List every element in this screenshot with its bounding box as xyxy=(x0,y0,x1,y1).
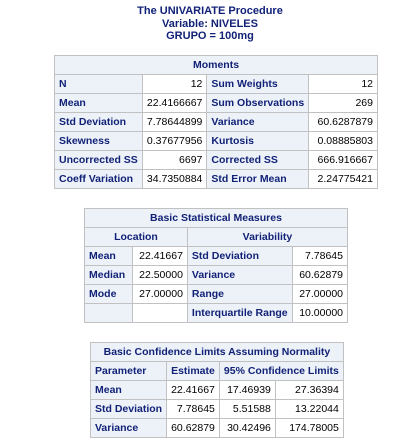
row-value: 10.00000 xyxy=(291,303,349,323)
row-label: Kurtosis xyxy=(206,131,310,151)
table-row: Mean 22.41667 Std Deviation 7.78645 xyxy=(84,246,349,266)
row-label: Uncorrected SS xyxy=(54,150,143,170)
confidence-limits-table: Basic Confidence Limits Assuming Normali… xyxy=(89,342,344,438)
estimate-header: Estimate xyxy=(166,361,220,381)
row-value: 27.00000 xyxy=(291,284,349,304)
row-label: Sum Weights xyxy=(206,74,310,94)
table-row: Skewness 0.37677956 Kurtosis 0.08885803 xyxy=(54,131,378,151)
table-row: Mean 22.4166667 Sum Observations 269 xyxy=(54,93,378,113)
row-label: Skewness xyxy=(54,131,143,151)
row-label-empty xyxy=(84,303,133,323)
table-row: Coeff Variation 34.7350884 Std Error Mea… xyxy=(54,169,378,189)
upper-limit-value: 13.22044 xyxy=(274,399,344,419)
row-value: 27.00000 xyxy=(131,284,188,304)
row-label: Coeff Variation xyxy=(54,169,143,189)
row-label: Mean xyxy=(54,93,143,113)
table-row: Mean 22.41667 17.46939 27.36394 xyxy=(89,380,344,400)
row-value: 6697 xyxy=(141,150,208,170)
table-row: Uncorrected SS 6697 Corrected SS 666.916… xyxy=(54,150,378,170)
table-row: Std Deviation 7.78644899 Variance 60.628… xyxy=(54,112,378,132)
row-value: 12 xyxy=(308,74,378,94)
table-row: N 12 Sum Weights 12 xyxy=(54,74,378,94)
row-label: Variance xyxy=(206,112,310,132)
variable-title: Variable: NIVELES xyxy=(162,17,258,30)
row-label: Std Error Mean xyxy=(206,169,310,189)
row-label: Median xyxy=(84,265,133,285)
lower-limit-value: 5.51588 xyxy=(218,399,276,419)
row-label: Mean xyxy=(84,246,133,266)
row-value: 0.08885803 xyxy=(308,131,378,151)
lower-limit-value: 30.42496 xyxy=(218,418,276,438)
row-value: 7.78644899 xyxy=(141,112,208,132)
row-label: Std Deviation xyxy=(54,112,143,132)
row-label: Interquartile Range xyxy=(186,303,293,323)
lower-limit-value: 17.46939 xyxy=(218,380,276,400)
row-value-empty xyxy=(131,303,188,323)
row-value: 12 xyxy=(141,74,208,94)
row-label: N xyxy=(54,74,143,94)
table-row: Variance 60.62879 30.42496 174.78005 xyxy=(89,418,344,438)
row-label: Sum Observations xyxy=(206,93,310,113)
row-label: Mode xyxy=(84,284,133,304)
row-value: 0.37677956 xyxy=(141,131,208,151)
row-label: Range xyxy=(186,284,293,304)
row-label: Std Deviation xyxy=(186,246,293,266)
table-row: Interquartile Range 10.00000 xyxy=(84,303,349,323)
basic-measures-table: Basic Statistical Measures Location Vari… xyxy=(84,208,349,323)
row-value: 34.7350884 xyxy=(141,169,208,189)
row-value: 269 xyxy=(308,93,378,113)
variability-header: Variability xyxy=(186,227,349,247)
estimate-value: 60.62879 xyxy=(166,418,220,438)
row-label: Mean xyxy=(89,380,168,400)
row-value: 666.916667 xyxy=(308,150,378,170)
row-label: Std Deviation xyxy=(89,399,168,419)
row-value: 60.6287879 xyxy=(308,112,378,132)
upper-limit-value: 27.36394 xyxy=(274,380,344,400)
basic-measures-caption: Basic Statistical Measures xyxy=(84,208,348,228)
group-title: GRUPO = 100mg xyxy=(166,30,254,42)
parameter-header: Parameter xyxy=(89,361,168,381)
confidence-limits-header: 95% Confidence Limits xyxy=(218,361,344,381)
row-value: 22.4166667 xyxy=(141,93,208,113)
row-value: 2.24775421 xyxy=(308,169,378,189)
table-row: Std Deviation 7.78645 5.51588 13.22044 xyxy=(89,399,344,419)
table-row: Mode 27.00000 Range 27.00000 xyxy=(84,284,349,304)
row-value: 7.78645 xyxy=(291,246,349,266)
row-label: Variance xyxy=(89,418,168,438)
row-value: 22.41667 xyxy=(131,246,188,266)
row-value: 60.62879 xyxy=(291,265,349,285)
row-value: 22.50000 xyxy=(131,265,188,285)
table-row: Median 22.50000 Variance 60.62879 xyxy=(84,265,349,285)
estimate-value: 7.78645 xyxy=(166,399,220,419)
moments-caption: Moments xyxy=(54,55,378,75)
procedure-title: The UNIVARIATE Procedure xyxy=(137,5,283,17)
moments-table: Moments N 12 Sum Weights 12 Mean 22.4166… xyxy=(54,55,378,189)
upper-limit-value: 174.78005 xyxy=(274,418,344,438)
row-label: Corrected SS xyxy=(206,150,310,170)
procedure-titles: The UNIVARIATE Procedure Variable: NIVEL… xyxy=(0,5,420,43)
row-label: Variance xyxy=(186,265,293,285)
location-header: Location xyxy=(84,227,188,247)
estimate-value: 22.41667 xyxy=(166,380,220,400)
confidence-limits-caption: Basic Confidence Limits Assuming Normali… xyxy=(90,342,344,362)
